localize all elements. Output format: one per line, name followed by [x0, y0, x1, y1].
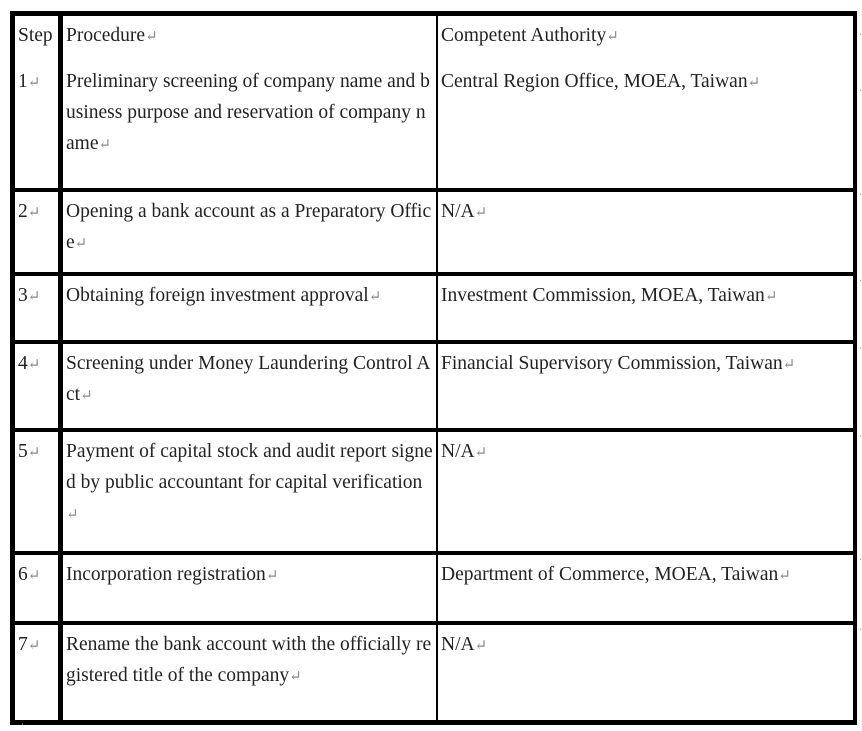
end-of-row-mark: ·: [859, 86, 862, 97]
procedure-cell-text: Obtaining foreign investment approval: [66, 285, 369, 306]
step-cell[interactable]: 7↵: [15, 625, 63, 720]
paragraph-mark-icon: ↵: [80, 388, 93, 404]
paragraph-mark-icon: ↵: [27, 445, 41, 461]
step-cell[interactable]: 3↵: [15, 276, 63, 340]
step-cell-text: 3: [18, 285, 28, 306]
header-authority-text: Competent Authority: [441, 25, 607, 46]
paragraph-mark-icon: ↵: [782, 357, 796, 373]
end-of-row-mark: ·: [859, 432, 862, 443]
authority-cell[interactable]: Investment Commission, MOEA, Taiwan↵: [438, 276, 853, 340]
paragraph-mark-icon: ↵: [145, 29, 158, 45]
paragraph-mark-icon: ↵: [27, 638, 41, 654]
header-authority[interactable]: Competent Authority↵: [438, 16, 853, 62]
step-cell[interactable]: 4↵: [15, 344, 63, 428]
paragraph-mark-icon: ↵: [27, 205, 41, 221]
step-cell-text: 2: [18, 201, 28, 222]
step-cell[interactable]: 5↵: [15, 432, 63, 551]
authority-cell[interactable]: N/A↵: [438, 432, 853, 551]
paragraph-mark-icon: ↵: [368, 289, 382, 305]
procedure-cell-text: Rename the bank account with the officia…: [66, 634, 432, 686]
end-paragraph-mark: ': [22, 722, 24, 731]
paragraph-mark-icon: ↵: [289, 669, 302, 685]
authority-cell-text: Financial Supervisory Commission, Taiwan: [441, 353, 783, 374]
header-step[interactable]: Step ←: [15, 16, 63, 62]
procedure-cell-text: Preliminary screening of company name an…: [66, 71, 430, 154]
paragraph-mark-icon: ↵: [474, 445, 488, 461]
paragraph-mark-icon: ↵: [27, 289, 41, 305]
step-cell-text: 1: [18, 71, 28, 92]
step-cell[interactable]: 2↵: [15, 192, 63, 272]
procedure-cell[interactable]: Rename the bank account with the officia…: [63, 625, 438, 720]
authority-cell[interactable]: Central Region Office, MOEA, Taiwan↵: [438, 62, 853, 188]
procedure-cell[interactable]: Preliminary screening of company name an…: [63, 62, 438, 188]
authority-cell-text: N/A: [441, 441, 475, 462]
step-cell-text: 7: [18, 634, 28, 655]
paragraph-mark-icon: ↵: [474, 205, 488, 221]
header-row: Step← Procedure↵ Competent Authority↵: [15, 16, 853, 62]
paragraph-mark-icon: ↵: [74, 236, 88, 252]
header-procedure[interactable]: Procedure↵: [63, 16, 438, 62]
paragraph-mark-icon: ↵: [764, 289, 778, 305]
header-procedure-text: Procedure: [66, 25, 146, 46]
procedure-cell-text: Payment of capital stock and audit repor…: [66, 441, 433, 493]
procedure-cell[interactable]: Opening a bank account as a Preparatory …: [63, 192, 438, 272]
step-cell[interactable]: 1↵: [15, 62, 63, 188]
procedure-cell[interactable]: Screening under Money Laundering Control…: [63, 344, 438, 428]
end-of-row-mark: ·: [859, 30, 862, 41]
table-row: 7↵ Rename the bank account with the offic…: [15, 621, 853, 720]
paragraph-mark-icon: ↵: [778, 568, 791, 584]
paragraph-mark-icon: ↵: [27, 357, 41, 373]
paragraph-mark-icon: ↵: [747, 75, 761, 91]
paragraph-mark-icon: ↵: [98, 137, 112, 153]
procedure-cell-text: Opening a bank account as a Preparatory …: [66, 201, 432, 253]
paragraph-mark-icon: ↵: [27, 568, 41, 584]
step-cell-text: 4: [18, 353, 28, 374]
end-of-row-mark: ·: [859, 190, 862, 201]
table-row: 6↵ Incorporation registration↵ Department …: [15, 551, 853, 621]
header-step-text: Step: [18, 25, 53, 46]
end-of-row-mark: ·: [859, 555, 862, 566]
authority-cell-text: Central Region Office, MOEA, Taiwan: [441, 71, 748, 92]
authority-cell[interactable]: Financial Supervisory Commission, Taiwan…: [438, 344, 853, 428]
procedure-cell-text: Incorporation registration: [66, 564, 266, 585]
step-cell-text: 5: [18, 441, 28, 462]
paragraph-mark-icon: ↵: [606, 29, 619, 45]
table-row: 5↵ Payment of capital stock and audit rep…: [15, 428, 853, 551]
end-of-row-mark: ·: [859, 276, 862, 287]
table-row: 3↵ Obtaining foreign investment approval↵…: [15, 272, 853, 340]
end-of-row-mark: ·: [859, 625, 862, 636]
end-of-row-mark: ·: [859, 344, 862, 355]
paragraph-mark-icon: ←: [18, 60, 33, 62]
authority-cell[interactable]: Department of Commerce, MOEA, Taiwan↵: [438, 555, 853, 621]
procedure-cell[interactable]: Payment of capital stock and audit repor…: [63, 432, 438, 551]
table-row: 4↵ Screening under Money Laundering Contr…: [15, 340, 853, 428]
paragraph-mark-icon: ↵: [27, 75, 41, 91]
authority-cell-text: Department of Commerce, MOEA, Taiwan: [441, 564, 779, 585]
authority-cell-text: N/A: [441, 201, 475, 222]
authority-cell-text: Investment Commission, MOEA, Taiwan: [441, 285, 765, 306]
step-cell[interactable]: 6↵: [15, 555, 63, 621]
authority-cell[interactable]: N/A↵: [438, 192, 853, 272]
procedure-cell[interactable]: Incorporation registration↵: [63, 555, 438, 621]
authority-cell-text: N/A: [441, 634, 475, 655]
step-cell-text: 6: [18, 564, 28, 585]
table-row: 2↵ Opening a bank account as a Preparator…: [15, 188, 853, 272]
procedure-cell[interactable]: Obtaining foreign investment approval↵: [63, 276, 438, 340]
procedure-table: Step← Procedure↵ Competent Authority↵ 1↵…: [10, 11, 857, 725]
procedure-cell-text: Screening under Money Laundering Control…: [66, 353, 431, 405]
paragraph-mark-icon: ↵: [265, 568, 279, 584]
table-row: 1↵ Preliminary screening of company name …: [15, 62, 853, 188]
paragraph-mark-icon: ↵: [474, 638, 488, 654]
paragraph-mark-icon: ↵: [66, 507, 79, 523]
authority-cell[interactable]: N/A↵: [438, 625, 853, 720]
